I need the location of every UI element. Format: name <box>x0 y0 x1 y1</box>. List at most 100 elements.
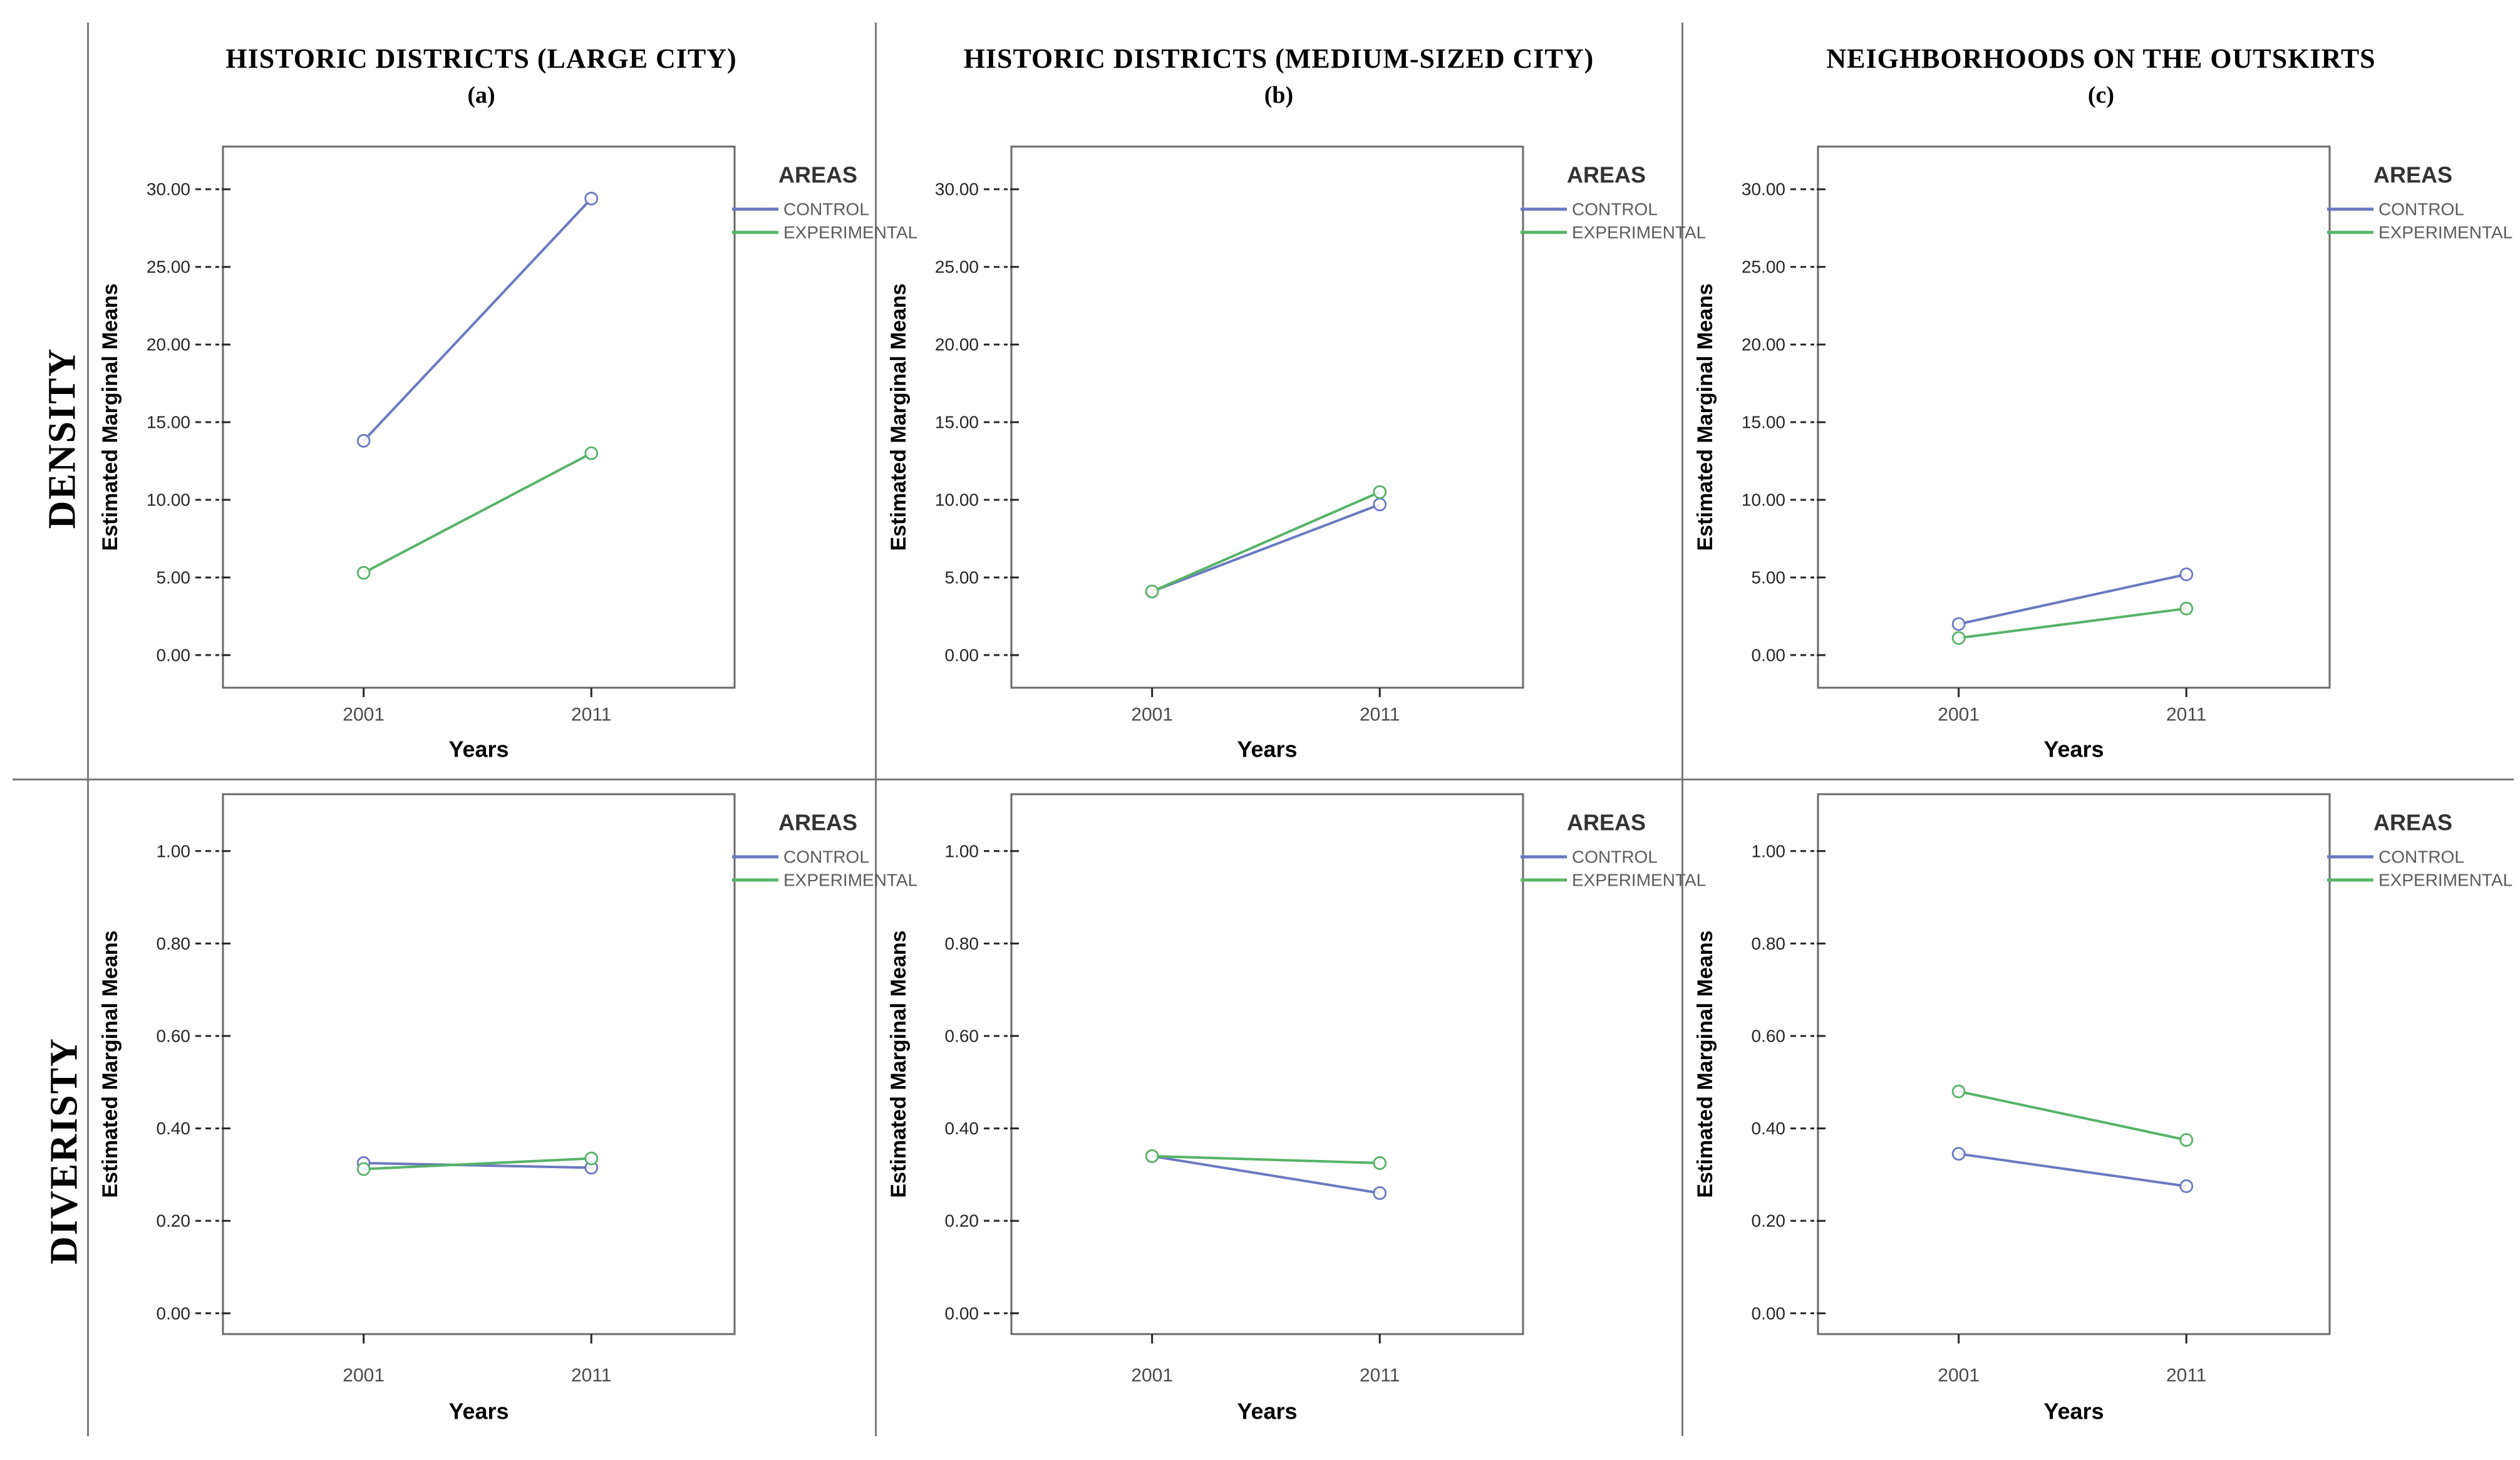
x-axis-title: Years <box>2043 1399 2104 1424</box>
data-point-experimental <box>1951 1084 1966 1099</box>
y-axis-title: Estimated Marginal Means <box>1693 930 1717 1198</box>
series-line-experimental <box>1958 607 2187 639</box>
y-tick-label: 0.20 <box>1752 1211 1786 1231</box>
legend-title: AREAS <box>778 810 857 836</box>
y-tick-label: 0.60 <box>1752 1026 1786 1045</box>
data-point-control <box>1951 617 1966 631</box>
y-tick-label: 25.00 <box>1742 257 1785 277</box>
x-axis-title: Years <box>448 737 509 762</box>
legend-title: AREAS <box>2373 810 2452 836</box>
data-point-control <box>2179 1179 2194 1193</box>
series-line-experimental <box>363 1157 592 1171</box>
y-tick-label: 0.80 <box>157 934 191 953</box>
column-tag-a: (a) <box>467 82 495 108</box>
x-tick-label: 2011 <box>571 705 612 725</box>
x-tick-label: 2011 <box>1360 1365 1400 1386</box>
y-tick-label: 1.00 <box>157 841 191 861</box>
y-tick-label: 1.00 <box>945 841 979 861</box>
x-tick-label: 2001 <box>343 705 385 725</box>
column-tag-b: (b) <box>1264 82 1294 108</box>
column-title-a: HISTORIC DISTRICTS (LARGE CITY) (a) <box>87 39 875 114</box>
data-point-experimental <box>2179 1133 2194 1147</box>
y-tick-label: 15.00 <box>147 413 190 432</box>
x-tick-label: 2011 <box>1360 705 1400 725</box>
x-tick-label: 2001 <box>1938 705 1980 725</box>
legend-label-control: CONTROL <box>1572 200 1658 219</box>
data-point-experimental <box>1145 584 1159 599</box>
legend-label-experimental: EXPERIMENTAL <box>2378 223 2512 242</box>
x-tick-label: 2001 <box>343 1365 385 1386</box>
y-tick-label: 0.80 <box>1752 934 1786 953</box>
y-tick-label: 15.00 <box>1742 413 1785 432</box>
data-point-experimental <box>1951 631 1966 645</box>
chart-density-outskirts: 0.00 5.00 10.00 15.00 20.00 25.00 30.00 2001 201… <box>1693 145 2512 762</box>
column-divider-b-c <box>1681 23 1683 1436</box>
legend-label-control: CONTROL <box>2378 200 2464 219</box>
data-point-experimental <box>356 566 371 580</box>
y-tick-label: 0.80 <box>945 934 979 953</box>
y-tick-label: 0.60 <box>157 1026 191 1045</box>
plot-frame <box>222 145 736 689</box>
y-tick-label: 30.00 <box>935 180 979 199</box>
legend-title: AREAS <box>2373 162 2452 188</box>
y-tick-label: 30.00 <box>1742 180 1785 199</box>
x-axis-title: Years <box>1237 1399 1297 1424</box>
column-divider-a-b <box>875 23 877 1436</box>
plot-frame <box>1817 793 2331 1335</box>
data-point-control <box>1373 497 1387 512</box>
legend-label-control: CONTROL <box>783 847 869 867</box>
series-line-experimental <box>363 452 592 574</box>
legend-label-experimental: EXPERIMENTAL <box>783 223 917 242</box>
x-axis-title: Years <box>1237 737 1297 762</box>
y-axis-title: Estimated Marginal Means <box>887 930 911 1198</box>
data-point-experimental <box>1373 1156 1387 1170</box>
x-tick-label: 2011 <box>2166 1365 2207 1386</box>
data-point-control <box>1373 1186 1387 1200</box>
legend-label-experimental: EXPERIMENTAL <box>783 871 917 890</box>
table-border-left <box>87 23 89 1436</box>
legend-title: AREAS <box>778 162 857 188</box>
legend-label-control: CONTROL <box>783 200 869 219</box>
series-line-control <box>1958 1152 2187 1188</box>
y-tick-label: 0.00 <box>945 645 979 665</box>
column-title-a-text: HISTORIC DISTRICTS (LARGE CITY) <box>225 43 737 74</box>
y-tick-label: 5.00 <box>945 567 979 587</box>
data-point-control <box>356 433 371 448</box>
legend-label-experimental: EXPERIMENTAL <box>1572 871 1706 890</box>
data-point-experimental <box>584 1151 599 1166</box>
x-axis-title: Years <box>448 1399 509 1424</box>
series-line-control <box>1152 1154 1380 1194</box>
y-tick-label: 1.00 <box>1752 841 1786 861</box>
data-point-control <box>1951 1147 1966 1161</box>
y-tick-label: 20.00 <box>147 335 190 355</box>
legend-title: AREAS <box>1567 162 1646 188</box>
legend-title: AREAS <box>1567 810 1646 836</box>
column-title-b: HISTORIC DISTRICTS (MEDIUM-SIZED CITY) (… <box>875 39 1682 114</box>
legend-label-experimental: EXPERIMENTAL <box>1572 223 1706 242</box>
data-point-control <box>2179 567 2194 581</box>
y-tick-label: 30.00 <box>147 180 190 199</box>
chart-diversity-outskirts: 0.00 0.20 0.40 0.60 0.80 1.00 2001 2011 Estimate… <box>1693 793 2512 1424</box>
column-title-c-text: NEIGHBORHOODS ON THE OUTSKIRTS <box>1826 43 2376 74</box>
y-tick-label: 0.40 <box>157 1119 191 1138</box>
y-axis-title: Estimated Marginal Means <box>1693 283 1717 551</box>
chart-diversity-medium-city: 0.00 0.20 0.40 0.60 0.80 1.00 2001 2011 Estimate… <box>887 793 1706 1424</box>
series-line-experimental <box>1151 490 1381 593</box>
chart-diversity-large-city: 0.00 0.20 0.40 0.60 0.80 1.00 2001 2011 Estimate… <box>98 793 917 1424</box>
y-tick-label: 25.00 <box>147 257 190 277</box>
y-axis-title: Estimated Marginal Means <box>98 283 122 551</box>
chart-density-medium-city: 0.00 5.00 10.00 15.00 20.00 25.00 30.00 2001 201… <box>887 145 1706 762</box>
series-line-experimental <box>1958 1090 2187 1141</box>
y-tick-label: 5.00 <box>157 567 191 587</box>
column-title-c: NEIGHBORHOODS ON THE OUTSKIRTS (c) <box>1682 39 2520 114</box>
x-tick-label: 2011 <box>2166 705 2207 725</box>
legend-label-control: CONTROL <box>2378 847 2464 867</box>
y-tick-label: 0.00 <box>1752 1303 1786 1323</box>
data-point-experimental <box>584 446 599 460</box>
y-axis-title: Estimated Marginal Means <box>887 283 911 551</box>
y-tick-label: 25.00 <box>935 257 979 277</box>
x-tick-label: 2001 <box>1938 1365 1980 1386</box>
y-tick-label: 0.00 <box>1752 645 1786 665</box>
row-divider <box>13 779 2514 780</box>
y-tick-label: 10.00 <box>1742 490 1785 510</box>
